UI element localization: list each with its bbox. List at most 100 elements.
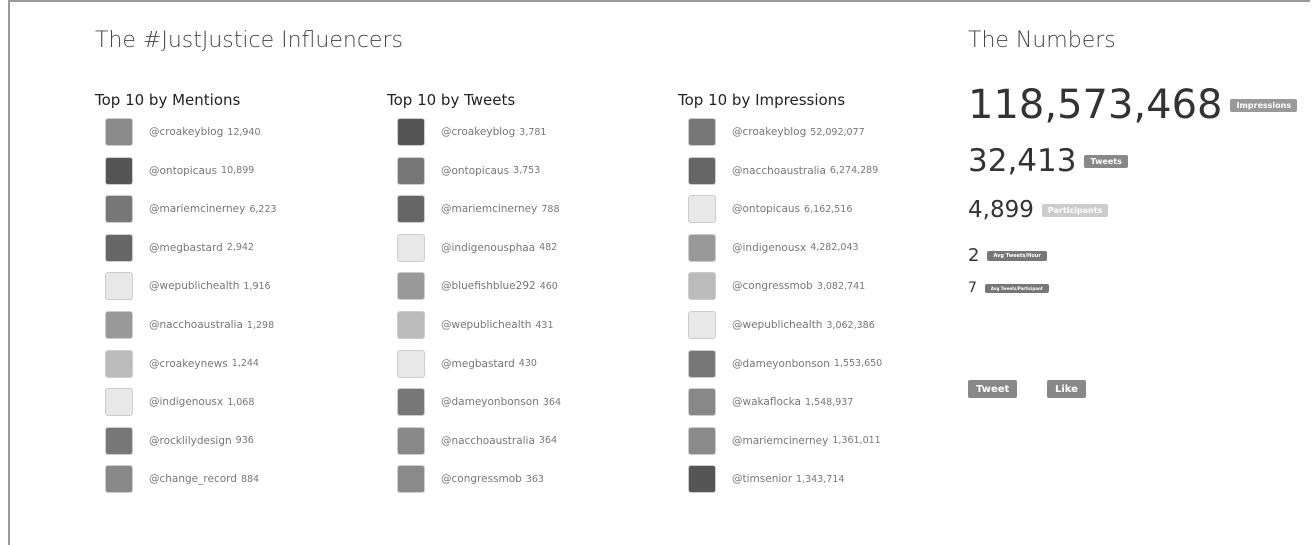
handle: @croakeyblog [441,126,515,138]
column-heading: Top 10 by Impressions [678,91,845,109]
influencer-row: @mariemcinerney 1,361,011 [688,426,881,456]
count: 1,244 [232,358,259,369]
stat-label: Avg Tweets/Participant [985,284,1049,293]
column-heading: Top 10 by Mentions [95,91,240,109]
influencer-row: @croakeynews 1,244 [105,349,259,379]
stat: 2 Avg Tweets/Hour [968,245,1047,266]
handle: @congressmob [732,280,813,292]
count: 6,223 [249,204,276,215]
avatar [688,388,716,416]
handle: @croakeynews [149,358,228,370]
avatar [397,465,425,493]
handle: @wepublichealth [149,280,239,292]
avatar [397,118,425,146]
count: 1,553,650 [834,358,882,369]
influencer-row: @dameyonbonson364 [397,387,561,417]
count: 460 [540,281,558,292]
avatar [397,350,425,378]
stat-value: 7 [968,280,977,296]
section-title: The #JustJustice Influencers [95,28,403,53]
handle: @wepublichealth [441,319,531,331]
count: 936 [236,435,254,446]
stat-value: 32,413 [968,143,1076,179]
avatar [105,350,133,378]
influencer-row: @bluefishblue292460 [397,271,558,301]
count: 1,361,011 [832,435,880,446]
avatar [397,311,425,339]
avatar [105,157,133,185]
handle: @croakeyblog [732,126,806,138]
count: 884 [241,474,259,485]
handle: @nacchoaustralia [149,319,243,331]
handle: @nacchoaustralia [732,165,826,177]
stat-label: Participants [1042,204,1108,217]
page: The #JustJustice Influencers The Numbers… [0,0,1312,545]
handle: @mariemcinerney [149,203,245,215]
handle: @nacchoaustralia [441,435,535,447]
influencer-row: @ontopicaus 6,162,516 [688,194,852,224]
avatar [105,272,133,300]
avatar [688,350,716,378]
handle: @ontopicaus [732,203,800,215]
handle: @dameyonbonson [441,396,539,408]
handle: @megbastard [149,242,223,254]
count: 3,062,386 [826,320,874,331]
influencer-row: @nacchoaustralia 6,274,289 [688,156,878,186]
influencer-row: @congressmob3,082,741 [688,271,865,301]
count: 4,282,043 [810,242,858,253]
avatar [105,388,133,416]
avatar [105,195,133,223]
avatar [688,234,716,262]
count: 1,298 [247,320,274,331]
stat: 7 Avg Tweets/Participant [968,280,1049,296]
avatar [688,118,716,146]
stat-label: Avg Tweets/Hour [987,251,1046,261]
avatar [397,234,425,262]
share-button[interactable]: Tweet [968,380,1017,398]
influencer-row: @croakeyblog 52,092,077 [688,117,865,147]
avatar [105,427,133,455]
avatar [688,465,716,493]
avatar [105,118,133,146]
avatar [105,234,133,262]
stat-value: 2 [968,245,979,266]
influencer-row: @megbastard 2,942 [105,233,254,263]
avatar [688,195,716,223]
avatar [397,157,425,185]
handle: @megbastard [441,358,515,370]
count: 52,092,077 [810,127,864,138]
avatar [688,157,716,185]
handle: @change_record [149,473,237,485]
stat-label: Impressions [1230,99,1297,112]
share-button[interactable]: Like [1047,380,1086,398]
stat: 118,573,468Impressions [968,82,1297,128]
count: 6,274,289 [830,165,878,176]
count: 2,942 [227,242,254,253]
avatar [105,465,133,493]
handle: @wepublichealth [732,319,822,331]
avatar [397,427,425,455]
handle: @indigenousx [149,396,223,408]
handle: @mariemcinerney [732,435,828,447]
influencer-row: @mariemcinerney 6,223 [105,194,277,224]
count: 788 [541,204,559,215]
handle: @ontopicaus [149,165,217,177]
influencer-row: @nacchoaustralia 1,298 [105,310,274,340]
influencer-row: @wepublichealth 3,062,386 [688,310,875,340]
handle: @wakaflocka [732,396,801,408]
avatar [688,427,716,455]
count: 6,162,516 [804,204,852,215]
section-title: The Numbers [968,28,1116,53]
